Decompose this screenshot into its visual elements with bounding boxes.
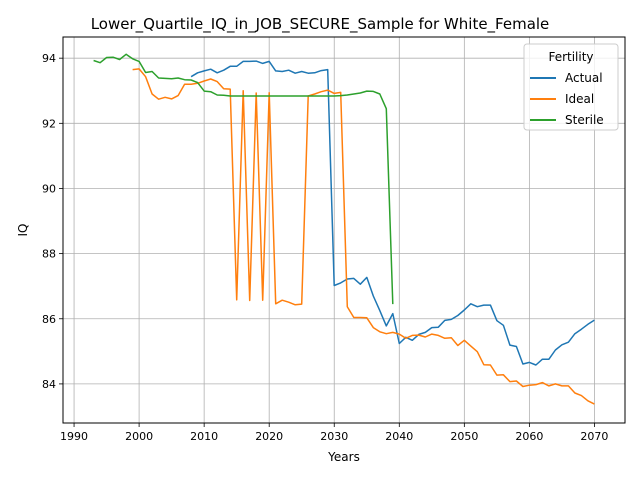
legend-items: Actual Ideal Sterile — [530, 71, 604, 127]
legend-label-sterile: Sterile — [565, 113, 604, 127]
x-axis-ticks: 1990 2000 2010 2020 2030 2040 2050 2060 2070 — [60, 423, 608, 443]
x-tick-label: 2020 — [255, 430, 283, 443]
chart-title: Lower_Quartile_IQ_in_JOB_SECURE_Sample f… — [91, 15, 550, 34]
x-tick-label: 1990 — [60, 430, 88, 443]
y-tick-label: 90 — [42, 182, 56, 195]
plot-frame — [62, 36, 626, 424]
series-line-sterile — [93, 53, 394, 305]
legend: Fertility Actual Ideal Sterile — [523, 43, 619, 131]
legend-title: Fertility — [548, 50, 593, 64]
y-tick-label: 86 — [42, 313, 56, 326]
legend-box — [523, 43, 619, 131]
series-line-ideal — [132, 68, 595, 405]
y-axis-label: IQ — [16, 224, 30, 237]
x-tick-label: 2040 — [385, 430, 413, 443]
y-tick-label: 92 — [42, 117, 56, 130]
y-axis-ticks: 84 86 88 90 92 94 — [42, 52, 63, 391]
series-lines — [93, 53, 595, 405]
x-tick-label: 2000 — [125, 430, 153, 443]
x-tick-label: 2060 — [515, 430, 543, 443]
x-axis-label: Years — [327, 450, 360, 464]
x-tick-label: 2010 — [190, 430, 218, 443]
y-tick-label: 84 — [42, 378, 56, 391]
x-tick-label: 2030 — [320, 430, 348, 443]
x-tick-label: 2050 — [450, 430, 478, 443]
series-line-actual — [190, 60, 595, 366]
x-tick-label: 2070 — [580, 430, 608, 443]
legend-label-actual: Actual — [565, 71, 603, 85]
y-tick-label: 88 — [42, 248, 56, 261]
legend-label-ideal: Ideal — [565, 92, 594, 106]
y-tick-label: 94 — [42, 52, 56, 65]
